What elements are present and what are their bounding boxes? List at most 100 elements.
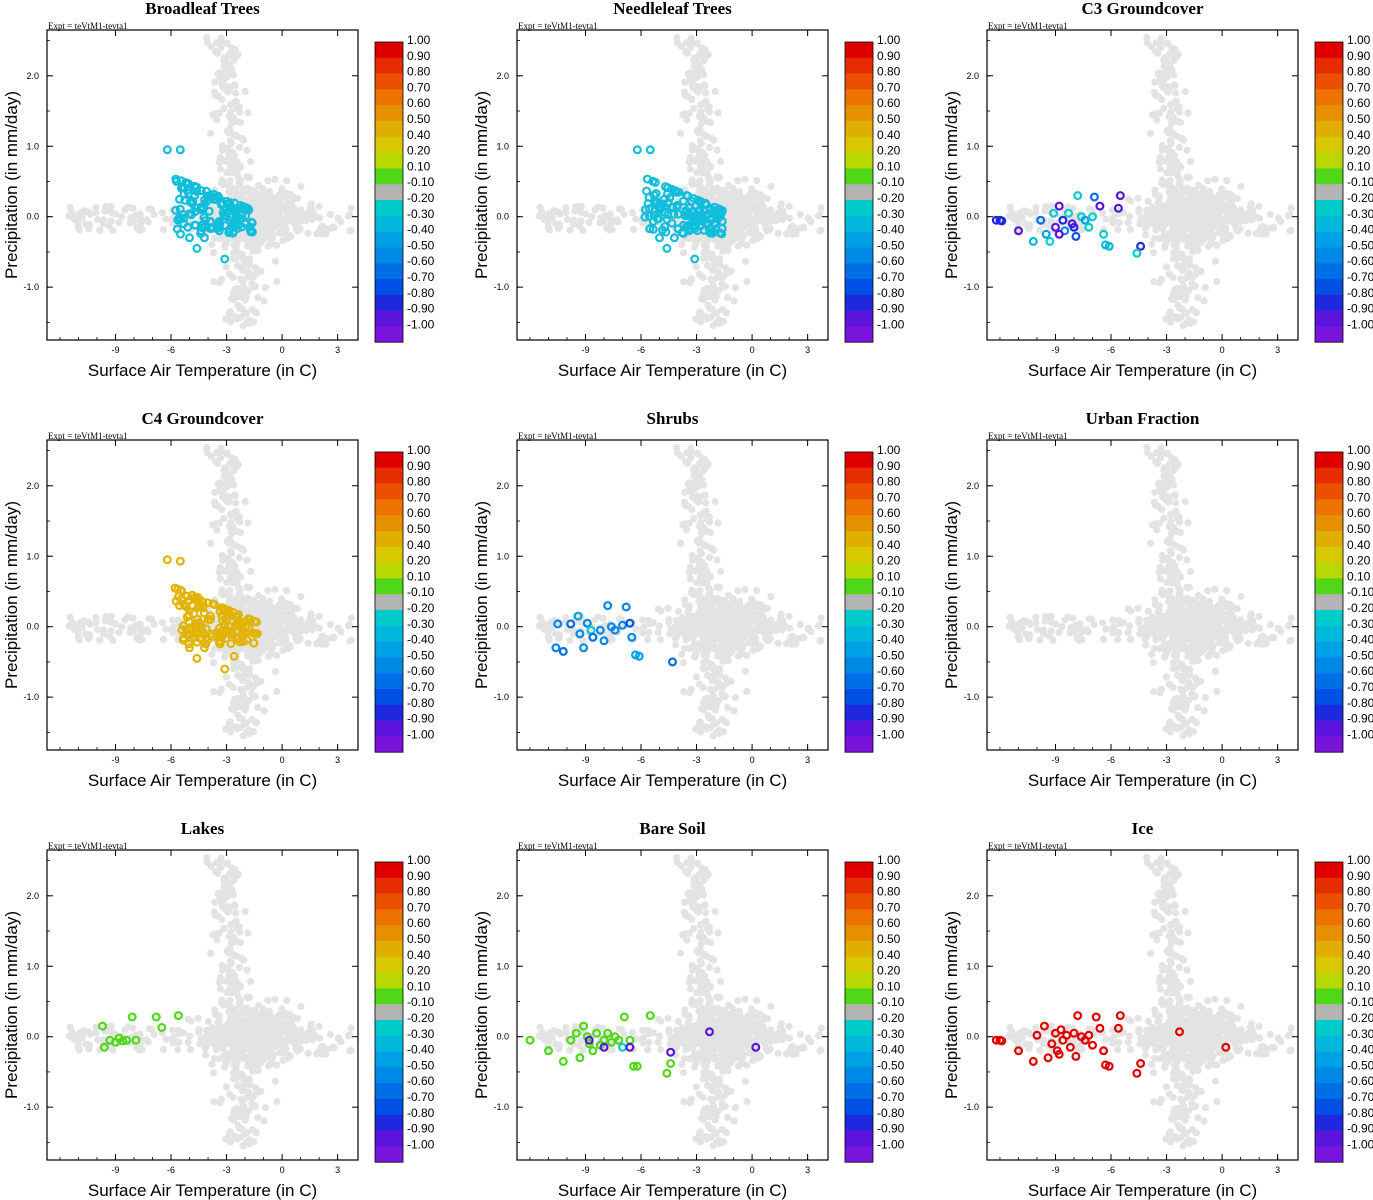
background-point bbox=[698, 148, 707, 157]
colorbar-swatch bbox=[375, 263, 403, 280]
background-point bbox=[1171, 169, 1179, 177]
background-point bbox=[706, 180, 714, 188]
background-point bbox=[1154, 224, 1163, 232]
background-point bbox=[255, 181, 263, 190]
colorbar-label: -0.10 bbox=[1347, 175, 1373, 189]
background-point bbox=[265, 631, 273, 640]
colorbar: 1.000.900.800.700.600.500.400.200.10-0.1… bbox=[374, 33, 435, 343]
background-point bbox=[713, 683, 721, 692]
background-point bbox=[703, 462, 711, 470]
background-point bbox=[231, 313, 240, 321]
background-point bbox=[1154, 49, 1162, 57]
background-point bbox=[207, 539, 215, 547]
colorbar-label: 0.40 bbox=[407, 538, 431, 552]
x-tick-label: -6 bbox=[1107, 345, 1115, 355]
background-point bbox=[1127, 197, 1135, 205]
highlight-point bbox=[190, 220, 200, 230]
colorbar-swatch bbox=[845, 42, 873, 59]
colorbar-swatch bbox=[375, 720, 403, 737]
background-point bbox=[334, 215, 342, 223]
background-point bbox=[278, 601, 286, 609]
background-point bbox=[569, 216, 578, 224]
background-point bbox=[697, 624, 705, 632]
background-point bbox=[1191, 193, 1199, 201]
background-point bbox=[252, 719, 260, 727]
data-point bbox=[667, 657, 677, 667]
background-point bbox=[232, 664, 240, 672]
data-point bbox=[1104, 241, 1114, 251]
panel-title: C3 Groundcover bbox=[1082, 0, 1204, 18]
background-point bbox=[763, 605, 772, 613]
background-point bbox=[1202, 201, 1210, 209]
background-point bbox=[257, 213, 265, 221]
background-point bbox=[709, 284, 717, 293]
background-point bbox=[599, 204, 607, 212]
highlight-point bbox=[677, 228, 687, 238]
background-point bbox=[711, 497, 719, 506]
highlight-point bbox=[192, 592, 202, 602]
background-point bbox=[223, 578, 231, 587]
background-point bbox=[699, 683, 707, 692]
background-point bbox=[231, 579, 239, 587]
background-point bbox=[1195, 226, 1203, 234]
background-point bbox=[210, 234, 218, 243]
colorbar-label: 0.40 bbox=[877, 128, 901, 142]
background-point bbox=[1163, 39, 1171, 47]
background-point bbox=[1183, 146, 1191, 154]
background-point bbox=[599, 614, 607, 622]
highlight-point bbox=[632, 145, 642, 155]
highlight-point bbox=[229, 651, 239, 661]
background-point bbox=[679, 659, 688, 667]
background-point bbox=[306, 613, 315, 621]
background-point bbox=[1032, 203, 1040, 212]
colorbar-swatch bbox=[845, 704, 873, 721]
background-point bbox=[1115, 218, 1123, 227]
background-point bbox=[693, 578, 701, 587]
background-point bbox=[701, 723, 710, 731]
background-point bbox=[1244, 229, 1252, 237]
data-point bbox=[1073, 191, 1083, 201]
background-point bbox=[706, 590, 714, 598]
colorbar-label: -0.30 bbox=[1347, 207, 1373, 221]
background-point bbox=[1192, 309, 1200, 317]
colorbar-swatch bbox=[1315, 121, 1343, 138]
background-point bbox=[283, 627, 291, 635]
data-point bbox=[1041, 229, 1051, 239]
background-point bbox=[231, 492, 239, 500]
background-point bbox=[1136, 220, 1144, 228]
background-point bbox=[774, 639, 782, 647]
highlight-point bbox=[716, 208, 726, 218]
background-point bbox=[735, 221, 743, 229]
background-point bbox=[678, 613, 686, 622]
colorbar: 1.000.900.800.700.600.500.400.200.10-0.1… bbox=[1314, 33, 1373, 343]
background-point bbox=[731, 284, 740, 292]
background-point bbox=[785, 612, 793, 621]
background-point bbox=[347, 614, 355, 622]
colorbar-label: 0.50 bbox=[877, 522, 901, 536]
background-point bbox=[743, 241, 751, 249]
background-point bbox=[1141, 224, 1149, 233]
background-point bbox=[804, 215, 813, 223]
colorbar-swatch bbox=[845, 452, 873, 469]
background-point bbox=[697, 511, 705, 519]
background-point bbox=[218, 146, 227, 154]
data-point bbox=[1054, 201, 1064, 211]
background-point bbox=[1159, 181, 1167, 189]
background-point bbox=[736, 192, 744, 200]
highlight-point bbox=[683, 191, 693, 201]
background-point bbox=[701, 579, 709, 587]
colorbar-swatch bbox=[845, 641, 873, 658]
highlight-point bbox=[185, 643, 195, 653]
background-point bbox=[715, 286, 723, 295]
x-tick-label: 0 bbox=[280, 345, 285, 355]
colorbar-label: -1.00 bbox=[407, 317, 435, 331]
background-point bbox=[277, 222, 285, 230]
colorbar-label: -0.50 bbox=[407, 648, 435, 662]
colorbar-label: 0.90 bbox=[407, 459, 431, 473]
data-point bbox=[1054, 229, 1064, 239]
background-point bbox=[1187, 157, 1195, 166]
colorbar-label: -1.00 bbox=[407, 727, 435, 741]
background-point bbox=[271, 667, 279, 675]
background-point bbox=[225, 719, 233, 727]
highlight-point bbox=[643, 199, 653, 209]
